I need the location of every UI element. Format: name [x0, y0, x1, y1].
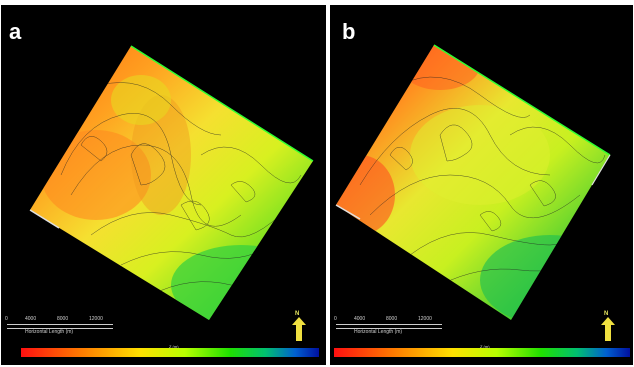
scale-bar-b: 0 4000 8000 12000 Horizontal Length (m): [334, 316, 464, 338]
map-panel-a: a 0 4000 8000 12000 Horizontal Length (m…: [1, 5, 326, 365]
contour-map-a: [29, 45, 314, 320]
scale-tick: 4000: [25, 316, 37, 322]
colorbar-title-a: Z (m): [169, 344, 179, 349]
scale-caption: Horizontal Length (m): [354, 329, 403, 335]
colorbar-b: [334, 348, 630, 357]
arrow-up-icon: [292, 317, 306, 341]
scale-caption: Horizontal Length (m): [25, 329, 74, 335]
scale-tick: 12000: [89, 316, 103, 322]
scale-tick: 8000: [386, 316, 398, 322]
arrow-up-icon: [601, 317, 615, 341]
scale-bar-a: 0 4000 8000 12000 Horizontal Length (m): [5, 316, 135, 338]
scale-tick: 0: [334, 316, 337, 322]
scale-tick: 4000: [354, 316, 366, 322]
scale-line: [336, 324, 442, 329]
contour-map-b: [335, 44, 611, 320]
map-panel-b: b 0 4000 8000 12000 Horizontal Length (m…: [330, 5, 633, 365]
colorbar-ticks-a: [21, 359, 319, 365]
scale-tick: 0: [5, 316, 8, 322]
north-arrow-a: N: [292, 311, 306, 341]
panel-label-b: b: [342, 19, 356, 44]
north-label: N: [604, 311, 609, 317]
north-arrow-b: N: [601, 311, 615, 341]
colorbar-title-b: Z (m): [480, 344, 490, 349]
scale-tick: 12000: [418, 316, 432, 322]
panel-label-a: a: [9, 19, 22, 44]
north-label: N: [295, 311, 300, 317]
scale-tick: 8000: [57, 316, 69, 322]
scale-line: [7, 324, 113, 329]
colorbar-a: [21, 348, 319, 357]
colorbar-ticks-b: [334, 359, 630, 365]
